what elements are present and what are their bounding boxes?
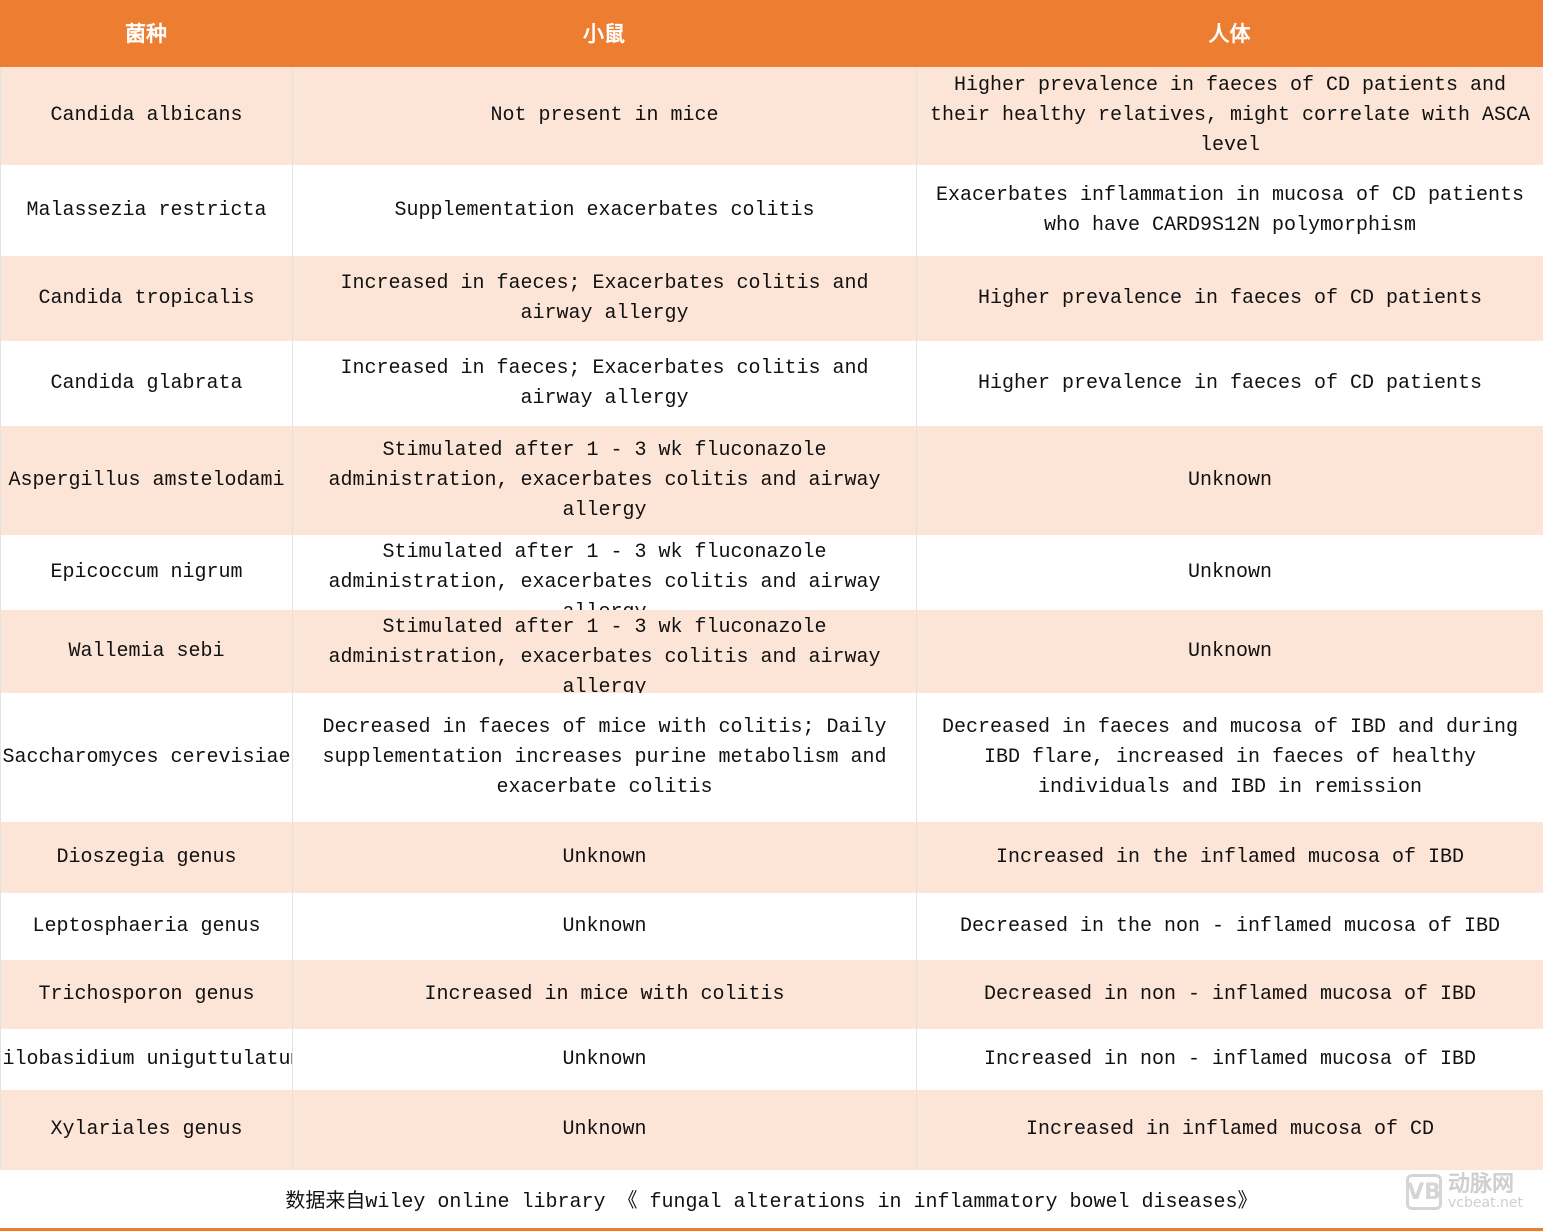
- table-cell-human: Higher prevalence in faeces of CD patien…: [916, 256, 1543, 341]
- table-cell-species: Trichosporon genus: [0, 960, 292, 1029]
- table-cell-mice: Increased in mice with colitis: [292, 960, 916, 1029]
- table-cell-mice: Stimulated after 1 - 3 wk fluconazole ad…: [292, 610, 916, 693]
- table-cell-species: Filobasidium uniguttulatum: [0, 1029, 292, 1090]
- watermark-site: vcbeat.net: [1448, 1195, 1523, 1211]
- table-cell-human: Increased in inflamed mucosa of CD: [916, 1090, 1543, 1170]
- table-cell-species: Aspergillus amstelodami: [0, 426, 292, 535]
- table-cell-human: Higher prevalence in faeces of CD patien…: [916, 67, 1543, 165]
- header-species: 菌种: [0, 0, 292, 67]
- table-cell-species: Wallemia sebi: [0, 610, 292, 693]
- table-cell-human: Unknown: [916, 610, 1543, 693]
- table-cell-mice: Increased in faeces; Exacerbates colitis…: [292, 341, 916, 426]
- table-cell-species: Malassezia restricta: [0, 165, 292, 256]
- table-cell-species: Xylariales genus: [0, 1090, 292, 1170]
- table-cell-human: Decreased in the non - inflamed mucosa o…: [916, 893, 1543, 960]
- header-human: 人体: [916, 0, 1543, 67]
- table-cell-species: Candida glabrata: [0, 341, 292, 426]
- table-cell-mice: Decreased in faeces of mice with colitis…: [292, 693, 916, 822]
- table-cell-species: Candida tropicalis: [0, 256, 292, 341]
- table-cell-human: Unknown: [916, 535, 1543, 610]
- table-cell-species: Saccharomyces cerevisiae: [0, 693, 292, 822]
- table-cell-mice: Supplementation exacerbates colitis: [292, 165, 916, 256]
- table-cell-mice: Stimulated after 1 - 3 wk fluconazole ad…: [292, 535, 916, 610]
- table-cell-human: Increased in the inflamed mucosa of IBD: [916, 822, 1543, 893]
- vb-logo-icon: VB: [1406, 1174, 1443, 1210]
- table-cell-species: Candida albicans: [0, 67, 292, 165]
- table-cell-human: Higher prevalence in faeces of CD patien…: [916, 341, 1543, 426]
- table-cell-species: Dioszegia genus: [0, 822, 292, 893]
- table-cell-human: Decreased in non - inflamed mucosa of IB…: [916, 960, 1543, 1029]
- table-cell-human: Unknown: [916, 426, 1543, 535]
- table-cell-mice: Unknown: [292, 893, 916, 960]
- watermark-name: 动脉网: [1448, 1172, 1515, 1197]
- table-cell-human: Increased in non - inflamed mucosa of IB…: [916, 1029, 1543, 1090]
- source-note: 数据来自wiley online library 《 fungal altera…: [285, 1191, 1258, 1214]
- table-cell-human: Decreased in faeces and mucosa of IBD an…: [916, 693, 1543, 822]
- header-mice: 小鼠: [292, 0, 916, 67]
- table-cell-species: Epicoccum nigrum: [0, 535, 292, 610]
- table-cell-mice: Stimulated after 1 - 3 wk fluconazole ad…: [292, 426, 916, 535]
- table-cell-mice: Increased in faeces; Exacerbates colitis…: [292, 256, 916, 341]
- table-cell-mice: Not present in mice: [292, 67, 916, 165]
- table-cell-human: Exacerbates inflammation in mucosa of CD…: [916, 165, 1543, 256]
- watermark-logo: VB 动脉网 vcbeat.net: [1406, 1174, 1523, 1210]
- table-cell-species: Leptosphaeria genus: [0, 893, 292, 960]
- table-cell-mice: Unknown: [292, 1029, 916, 1090]
- table-cell-mice: Unknown: [292, 1090, 916, 1170]
- table-footer-source: 数据来自wiley online library 《 fungal altera…: [0, 1170, 1543, 1231]
- table-cell-mice: Unknown: [292, 822, 916, 893]
